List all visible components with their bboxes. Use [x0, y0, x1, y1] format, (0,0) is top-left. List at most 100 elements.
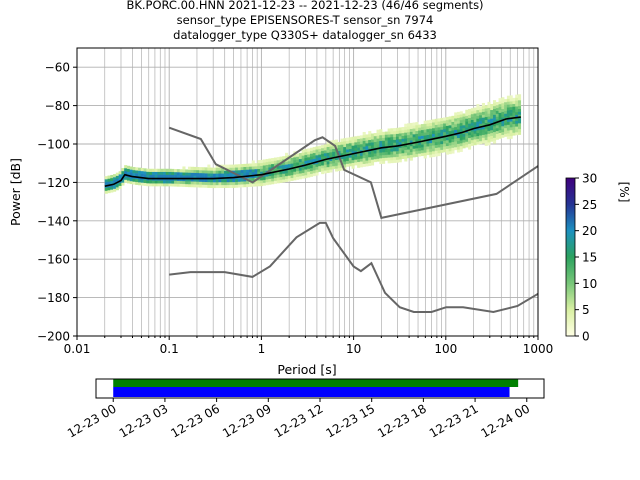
psd-cell: [407, 155, 411, 159]
psd-cell: [479, 129, 483, 133]
psd-cell: [321, 156, 325, 160]
psd-cell: [237, 167, 241, 171]
psd-cell: [257, 160, 261, 164]
psd-cell: [362, 143, 366, 147]
psd-cell: [493, 140, 497, 144]
psd-cell: [301, 161, 305, 165]
psd-cell: [393, 139, 397, 143]
psd-cell: [387, 142, 391, 147]
psd-cell: [312, 172, 316, 177]
psd-cell: [384, 148, 388, 153]
psd-cell: [160, 183, 164, 187]
psd-cell: [382, 157, 386, 161]
psd-cell: [365, 157, 369, 161]
psd-cell: [506, 118, 510, 122]
psd-cell: [146, 183, 150, 187]
psd-cell: [265, 161, 269, 166]
psd-cell: [498, 98, 502, 102]
psd-cell: [506, 112, 510, 117]
psd-cell: [323, 170, 327, 174]
psd-cell: [212, 167, 216, 171]
psd-cell: [293, 162, 297, 166]
psd-cell: [273, 163, 277, 167]
psd-cell: [279, 173, 283, 178]
psd-cell: [162, 168, 167, 172]
psd-cell: [307, 157, 311, 161]
psd-cell: [182, 177, 186, 182]
psd-cell: [315, 152, 319, 156]
psd-cell: [382, 140, 386, 144]
psd-cell: [432, 148, 436, 152]
psd-cell: [473, 107, 477, 111]
colorbar-tick-label: 5: [582, 303, 590, 317]
psd-cell: [235, 167, 239, 171]
psd-cell: [304, 166, 308, 170]
psd-cell: [273, 157, 277, 161]
psd-cell: [473, 136, 477, 140]
psd-cell: [409, 157, 413, 161]
psd-cell: [437, 127, 441, 131]
psd-cell: [268, 181, 272, 185]
psd-cell: [260, 159, 264, 164]
psd-cell: [501, 108, 505, 112]
psd-cell: [140, 182, 144, 186]
psd-cell: [362, 132, 366, 136]
psd-cell: [260, 162, 264, 166]
psd-cell: [323, 150, 327, 154]
psd-cell: [465, 124, 469, 128]
psd-cell: [470, 131, 474, 135]
psd-cell: [110, 180, 114, 184]
psd-cell: [401, 152, 405, 157]
psd-cell: [321, 168, 325, 172]
psd-cell: [185, 169, 189, 173]
psd-cell: [135, 167, 139, 171]
psd-cell: [357, 147, 361, 151]
psd-cell: [487, 127, 491, 131]
psd-cell: [373, 138, 377, 142]
psd-cell: [415, 139, 419, 143]
colorbar: 0 5 10 15 20 25 30 [%]: [565, 172, 631, 344]
psd-cell: [304, 149, 308, 153]
psd-cell: [476, 104, 480, 108]
psd-cell: [140, 173, 144, 177]
psd-cell: [479, 132, 483, 136]
psd-cell: [285, 161, 289, 165]
psd-cell: [332, 157, 336, 161]
psd-cell: [346, 143, 350, 147]
psd-cell: [401, 155, 405, 160]
psd-cell: [484, 119, 488, 123]
psd-cell: [318, 151, 322, 155]
psd-cell: [265, 158, 269, 163]
x-axis-ticks: 0.01 0.1 1 10 100 1000: [64, 336, 553, 356]
psd-cell: [329, 149, 333, 153]
psd-cell: [434, 130, 438, 134]
psd-cell: [199, 167, 203, 171]
psd-cell: [143, 174, 147, 178]
psd-cell: [348, 157, 352, 161]
psd-cell: [420, 149, 424, 154]
psd-cell: [495, 122, 499, 126]
psd-cell: [481, 123, 485, 127]
psd-cell: [476, 141, 480, 145]
psd-cell: [490, 135, 494, 139]
psd-cell: [132, 181, 136, 185]
psd-cell: [174, 180, 178, 184]
psd-cell: [481, 131, 485, 135]
psd-cell: [118, 182, 122, 186]
psd-cell: [429, 125, 433, 129]
psd-cell: [481, 102, 485, 107]
psd-cell: [498, 115, 502, 119]
psd-cell: [340, 138, 344, 142]
psd-cell: [351, 145, 355, 149]
psd-cell: [290, 171, 294, 176]
psd-cell: [287, 160, 291, 165]
psd-cell: [151, 174, 155, 178]
psd-cell: [226, 173, 230, 177]
psd-cell: [509, 135, 513, 139]
psd-cell: [487, 124, 491, 129]
psd-cell: [479, 112, 483, 116]
psd-cell: [282, 179, 286, 183]
psd-cell: [359, 146, 363, 151]
psd-cell: [221, 170, 225, 174]
psd-cell: [246, 163, 250, 167]
